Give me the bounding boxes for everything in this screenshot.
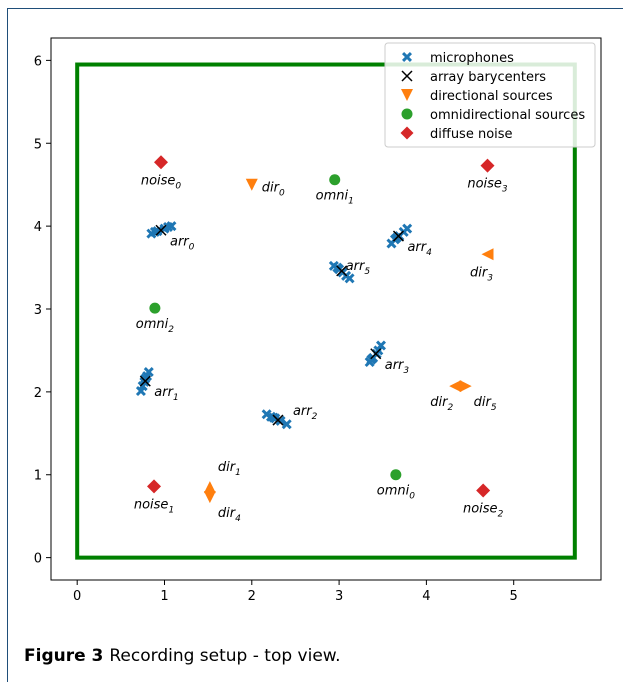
legend-marker-noise [400,126,414,140]
microphone-marker [376,340,386,351]
x-tick-label: 3 [335,589,343,604]
microphone-marker [344,273,355,284]
diffuse-noise-label: noise1 [134,497,174,515]
array-label: arr0 [170,234,195,252]
directional-source-label: dir1 [218,460,241,478]
figure-frame [7,8,623,682]
directional-source-marker [481,248,494,261]
directional-source-marker [203,481,216,494]
directional-source-label: dir3 [470,265,493,283]
y-tick-label: 2 [34,386,42,401]
caption-text: Recording setup - top view. [109,646,341,666]
array-barycenter-marker [139,375,151,387]
legend-marker-microphones [402,52,412,62]
microphone-marker [162,221,173,232]
array-barycenter-marker [370,348,382,360]
directional-source-label: dir0 [262,181,285,199]
legend-box [384,42,596,148]
legend-label: omnidirectional sources [430,108,585,123]
caption-label: Figure 3 [24,646,104,666]
directional-source-marker [203,491,216,504]
diffuse-noise-label: noise2 [463,501,504,519]
x-tick-label: 0 [73,589,81,604]
array-label: arr1 [154,385,178,403]
omnidirectional-source-marker [329,174,341,186]
room-boundary [75,62,577,560]
array-label: arr4 [407,240,432,258]
y-tick-label: 4 [34,220,42,235]
array-label: arr3 [385,358,410,376]
diffuse-noise-marker [476,483,491,498]
microphone-marker [281,419,292,430]
diffuse-noise-marker [147,479,162,494]
microphone-marker [140,373,151,384]
diffuse-noise-marker [480,158,495,173]
microphone-marker [268,412,279,423]
directional-source-label: dir2 [430,395,453,413]
directional-source-marker [245,178,258,191]
omnidirectional-source-label: omni0 [377,484,415,502]
x-tick-label: 4 [422,589,430,604]
y-tick-label: 3 [34,303,42,318]
x-tick-label: 5 [510,589,518,604]
microphone-marker [275,415,286,426]
y-tick-label: 5 [34,137,42,152]
legend-marker-omnidirectional [401,108,413,120]
array-label: arr2 [293,404,318,422]
x-tick-label: 2 [248,589,256,604]
array-barycenter-marker [336,265,348,277]
diffuse-noise-marker [154,155,168,170]
y-tick-label: 0 [34,552,42,567]
directional-source-label: dir4 [218,506,241,524]
legend-label: microphones [430,51,514,66]
microphone-marker [143,366,154,377]
directional-source-marker [449,380,462,393]
directional-source-label: dir5 [474,395,497,413]
legend-marker-barycenters [401,70,413,82]
legend-label: array barycenters [430,70,546,85]
microphone-marker [402,223,413,234]
figure-caption: Figure 3 Recording setup - top view. [24,646,341,666]
diffuse-noise-label: noise3 [467,177,508,195]
recording-setup-plot: 0 1 2 3 4 5 0 1 2 3 4 5 6 arr0 arr1 arr2 arr3 arr4 arr5 dir… [34,37,602,604]
array-label: arr5 [346,259,371,277]
legend-marker-directional [401,89,413,101]
omnidirectional-source-marker [390,469,402,481]
omnidirectional-source-label: omni1 [316,189,354,207]
array-barycenter-marker [155,224,167,236]
y-tick-label: 1 [34,469,42,484]
legend-label: diffuse noise [430,127,513,142]
directional-source-marker [459,380,472,393]
microphone-marker [366,354,377,365]
y-tick-label: 6 [34,54,42,69]
x-tick-label: 1 [160,589,168,604]
legend-label: directional sources [430,89,553,104]
omnidirectional-source-label: omni2 [136,317,174,335]
diffuse-noise-label: noise0 [141,173,182,191]
omnidirectional-source-marker [149,302,161,314]
array-barycenter-marker [392,230,404,242]
array-barycenter-marker [272,414,284,426]
